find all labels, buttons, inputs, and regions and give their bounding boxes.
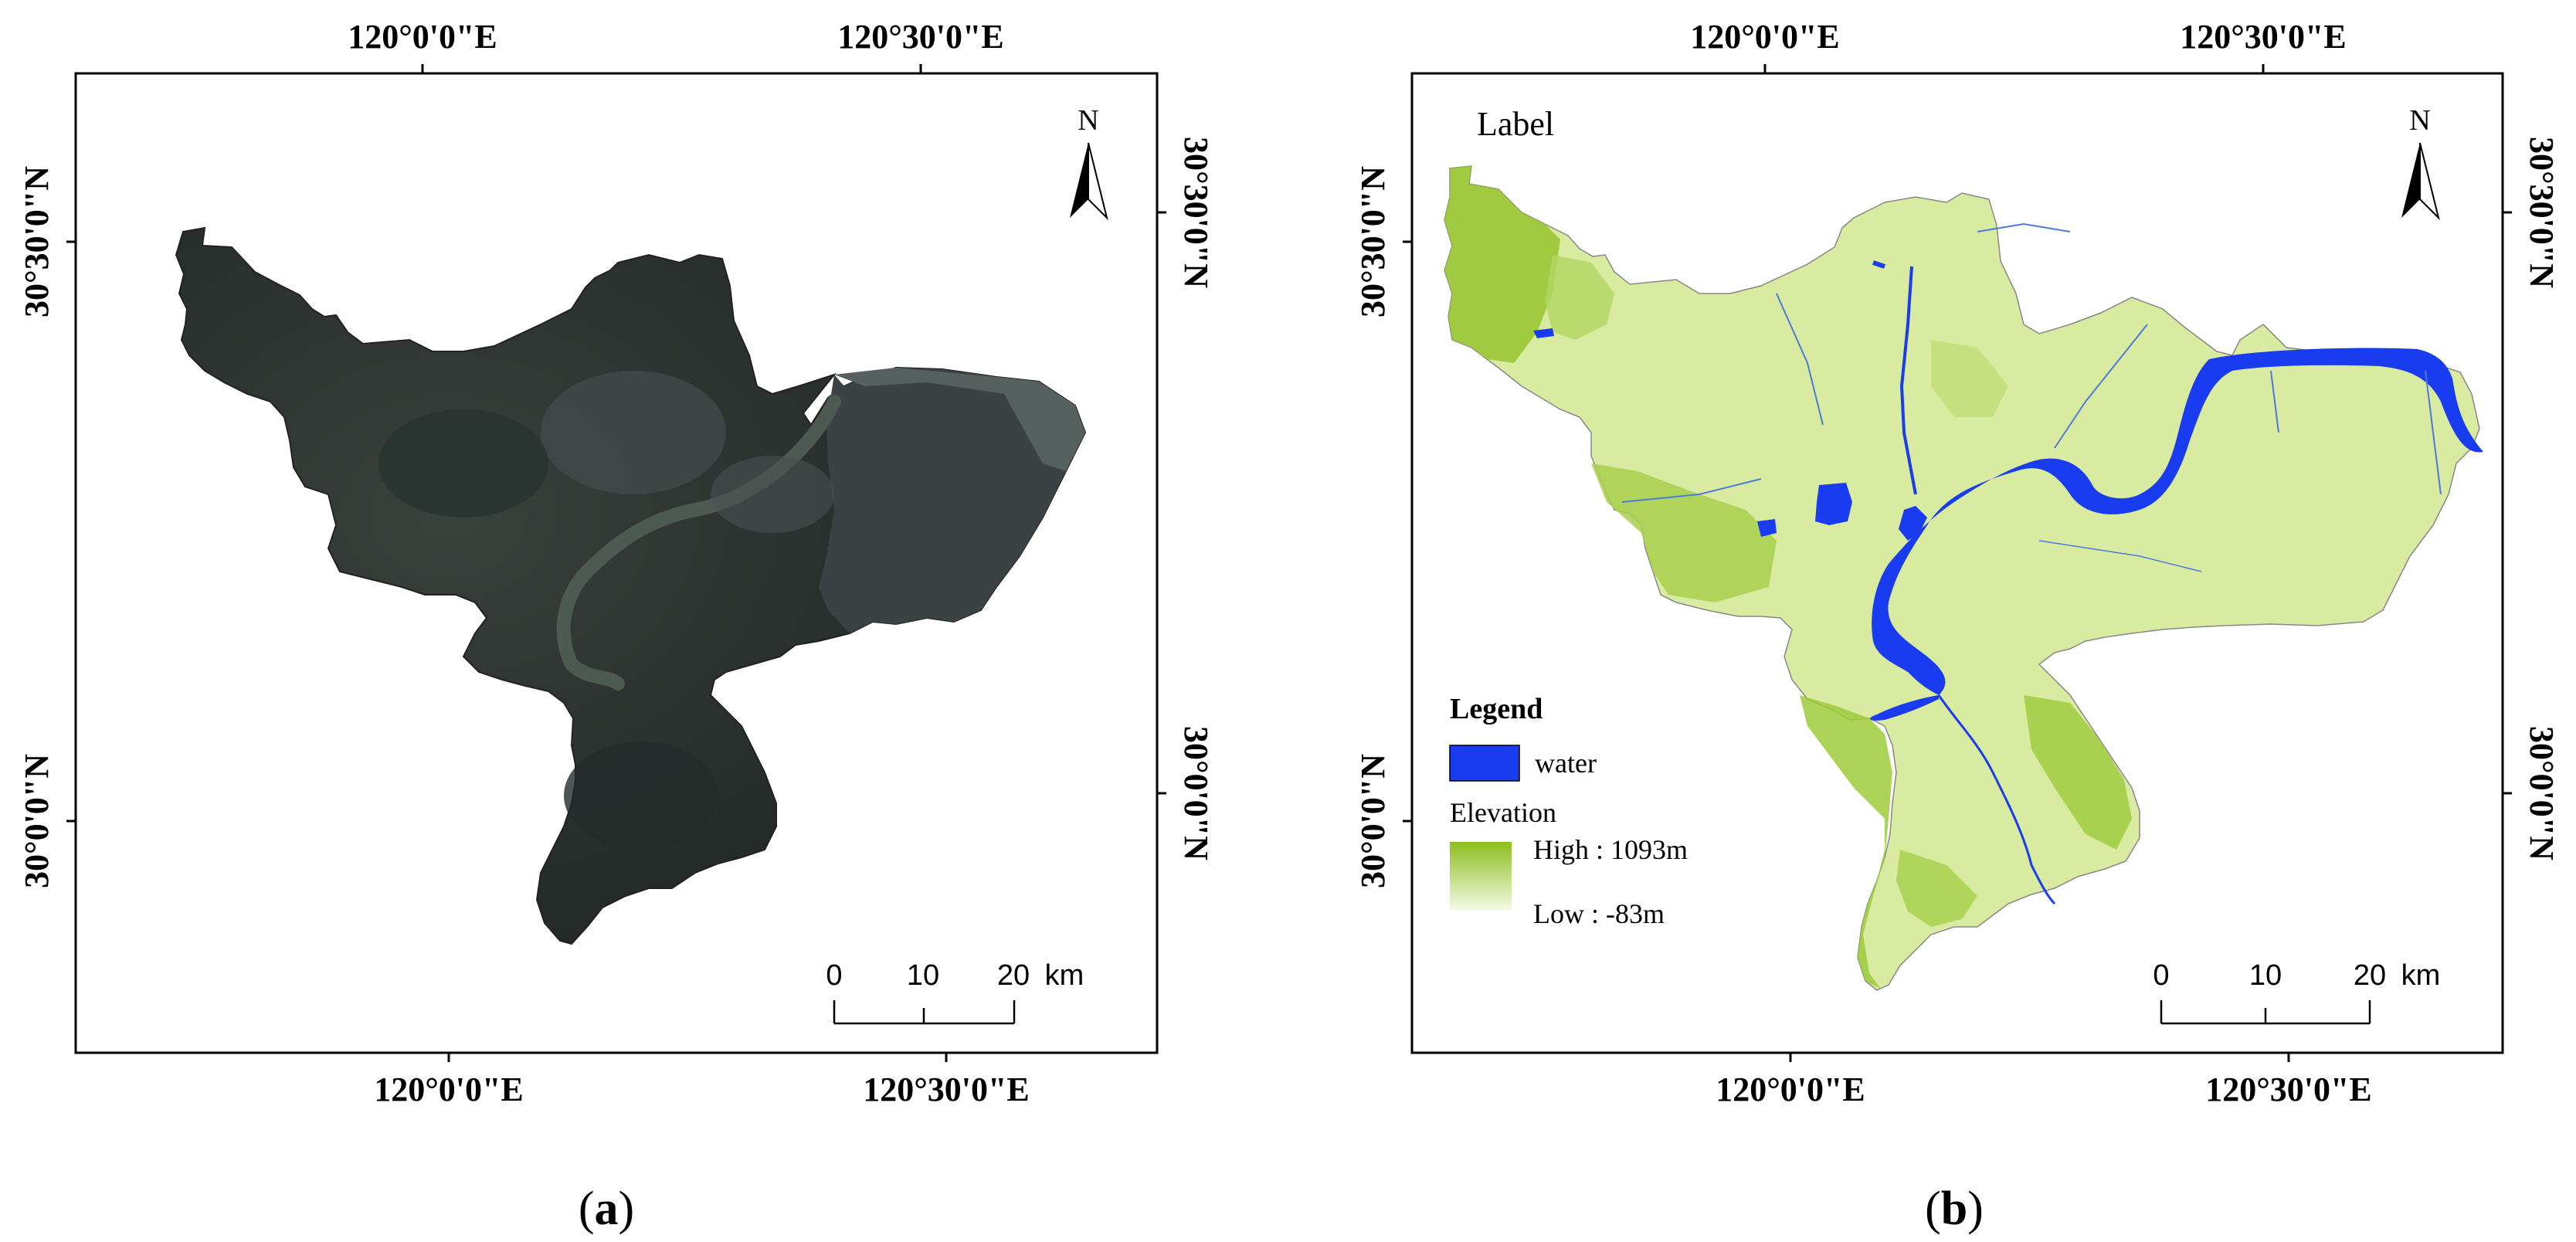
scale-unit-a: km bbox=[1045, 959, 1084, 992]
north-label-b: N bbox=[2409, 104, 2430, 137]
panel-label-b: Label bbox=[1477, 105, 1554, 143]
panel-b: 120°0'0"E 120°30'0"E 120°0'0"E 120°30'0"… bbox=[1354, 18, 2561, 1235]
left-tick-label-a-1: 30°30'0"N bbox=[18, 166, 56, 317]
north-label-a: N bbox=[1078, 104, 1098, 137]
scale-label-b-20: 20 bbox=[2354, 959, 2386, 992]
right-tick-label-b-2: 30°0'0"N bbox=[2523, 726, 2561, 860]
legend-water-label: water bbox=[1535, 748, 1597, 779]
legend-water-swatch bbox=[1449, 745, 1520, 782]
legend-elevation-title: Elevation bbox=[1450, 797, 1556, 828]
scale-label-a-20: 20 bbox=[997, 959, 1030, 992]
map-frame-b bbox=[1410, 72, 2504, 1054]
scale-label-a-0: 0 bbox=[826, 959, 842, 992]
bottom-tick-label-b-1: 120°0'0"E bbox=[1716, 1071, 1865, 1108]
north-arrow-a: N bbox=[1070, 104, 1108, 221]
left-tick-label-b-2: 30°0'0"N bbox=[1354, 754, 1392, 888]
scale-bar-b: 0 10 20 km bbox=[2153, 959, 2441, 1025]
panel-a: 120°0'0"E 120°30'0"E 120°0'0"E 120°30'0"… bbox=[18, 18, 1215, 1235]
top-tick-label-b-2: 120°30'0"E bbox=[2180, 18, 2347, 56]
caption-a: (a) bbox=[579, 1183, 634, 1235]
bottom-tick-label-b-2: 120°30'0"E bbox=[2205, 1071, 2372, 1108]
bottom-tick-label-a-2: 120°30'0"E bbox=[863, 1071, 1030, 1108]
legend-elevation-ramp bbox=[1450, 842, 1512, 910]
satellite-map-a bbox=[175, 226, 1087, 945]
legend-elevation-low: Low : -83m bbox=[1533, 898, 1665, 929]
scale-label-b-0: 0 bbox=[2153, 959, 2169, 992]
scale-unit-b: km bbox=[2401, 959, 2441, 992]
right-tick-label-a-2: 30°0'0"N bbox=[1177, 726, 1215, 860]
scale-label-b-10: 10 bbox=[2249, 959, 2282, 992]
caption-b: (b) bbox=[1925, 1183, 1984, 1235]
scale-label-a-10: 10 bbox=[907, 959, 939, 992]
left-tick-label-b-1: 30°30'0"N bbox=[1354, 166, 1392, 317]
legend-b: Legend water Elevation High : 1093m Low … bbox=[1449, 693, 1688, 929]
top-tick-label-a-1: 120°0'0"E bbox=[348, 18, 497, 56]
legend-elevation-high: High : 1093m bbox=[1533, 834, 1688, 865]
top-tick-label-a-2: 120°30'0"E bbox=[837, 18, 1004, 56]
right-tick-label-b-1: 30°30'0"N bbox=[2523, 137, 2561, 288]
left-tick-label-a-2: 30°0'0"N bbox=[18, 754, 56, 888]
bottom-tick-label-a-1: 120°0'0"E bbox=[374, 1071, 524, 1108]
west-lake bbox=[1815, 483, 1852, 525]
legend-title: Legend bbox=[1450, 693, 1543, 725]
right-tick-label-a-1: 30°30'0"N bbox=[1177, 137, 1215, 288]
elevation-map-b bbox=[1444, 165, 2483, 991]
north-arrow-b: N bbox=[2401, 104, 2440, 221]
map-frame-a bbox=[74, 72, 1159, 1054]
scale-bar-a: 0 10 20 km bbox=[826, 959, 1084, 1025]
top-tick-label-b-1: 120°0'0"E bbox=[1690, 18, 1840, 56]
